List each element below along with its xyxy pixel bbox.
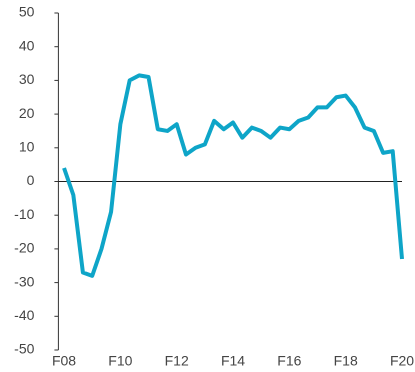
x-tick-label: F18	[334, 353, 358, 369]
line-series	[62, 73, 404, 278]
x-tick-label: F12	[165, 353, 189, 369]
y-tick-label: 40	[19, 37, 35, 53]
y-tick-label: 30	[19, 71, 35, 87]
y-tick-label: -10	[14, 206, 34, 222]
y-tick-label: 10	[19, 139, 35, 155]
x-tick-label: F16	[277, 353, 301, 369]
y-tick-label: -50	[14, 341, 34, 357]
y-tick-label: 50	[19, 4, 35, 20]
x-tick-label: F20	[390, 353, 414, 369]
y-tick-label: -40	[14, 307, 34, 323]
y-tick-label: 0	[27, 172, 35, 188]
y-tick-label: 20	[19, 105, 35, 121]
x-tick-label: F10	[108, 353, 132, 369]
y-tick-label: -30	[14, 273, 34, 289]
x-tick-label: F14	[221, 353, 245, 369]
y-tick-label: -20	[14, 240, 34, 256]
x-tick-label: F08	[52, 353, 76, 369]
